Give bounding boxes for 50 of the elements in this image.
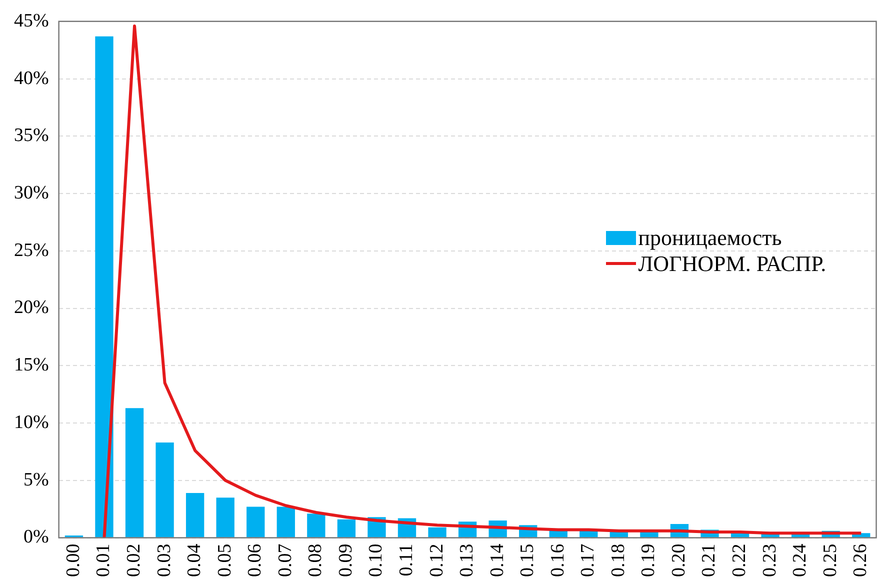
- y-tick-label: 15%: [14, 354, 49, 376]
- x-tick-label: 0.07: [274, 544, 296, 577]
- x-tick-label: 0.18: [608, 544, 629, 577]
- x-tick-label: 0.17: [578, 544, 599, 577]
- x-tick-label: 0.08: [305, 544, 326, 577]
- x-tick-label: 0.25: [820, 544, 841, 577]
- x-tick-label: 0.09: [335, 544, 356, 577]
- x-tick-label: 0.24: [790, 543, 811, 577]
- x-tick-label: 0.02: [124, 544, 144, 577]
- x-tick-label: 0.00: [62, 544, 84, 577]
- x-tick-label: 0.01: [93, 544, 114, 577]
- bar: [337, 519, 356, 538]
- bar: [95, 36, 114, 538]
- x-tick-label: 0.05: [214, 544, 236, 577]
- x-tick-label: 0.23: [759, 544, 780, 577]
- x-tick-label: 0.04: [184, 543, 206, 577]
- x-tick-label: 0.11: [396, 544, 417, 576]
- y-tick-label: 30%: [14, 182, 49, 204]
- x-tick-label: 0.14: [486, 543, 508, 577]
- x-tick-label: 0.16: [547, 544, 568, 577]
- x-tick-label: 0.13: [456, 544, 478, 577]
- legend-label: ЛОГНОРМ. РАСПР.: [638, 250, 826, 277]
- y-tick-label: 10%: [14, 412, 49, 433]
- y-tick-label: 35%: [14, 125, 49, 146]
- bar: [276, 506, 295, 538]
- legend-label: проницаемость: [638, 224, 782, 251]
- bar: [125, 408, 144, 538]
- x-tick-label: 0.10: [366, 544, 387, 577]
- x-tick-label: 0.03: [154, 544, 175, 577]
- x-tick-label: 0.12: [426, 544, 448, 577]
- y-tick-label: 40%: [14, 68, 49, 89]
- x-tick-label: 0.19: [638, 544, 660, 577]
- x-tick-label: 0.21: [698, 544, 720, 577]
- y-tick-label: 5%: [24, 469, 49, 490]
- x-tick-label: 0.20: [668, 544, 690, 577]
- x-tick-label: 0.22: [729, 544, 750, 577]
- bar: [186, 493, 204, 538]
- x-tick-label: 0.15: [517, 544, 538, 577]
- y-tick-label: 20%: [14, 297, 49, 318]
- bar: [246, 506, 265, 538]
- x-tick-label: 0.26: [850, 544, 872, 577]
- y-tick-label: 0%: [24, 526, 49, 548]
- bar: [216, 498, 234, 538]
- bar: [307, 514, 326, 538]
- y-tick-label: 25%: [14, 240, 49, 261]
- y-tick-label: 45%: [14, 10, 49, 32]
- bar: [428, 527, 446, 538]
- x-tick-label: 0.06: [244, 544, 266, 577]
- bar: [580, 530, 598, 538]
- bar: [156, 442, 174, 538]
